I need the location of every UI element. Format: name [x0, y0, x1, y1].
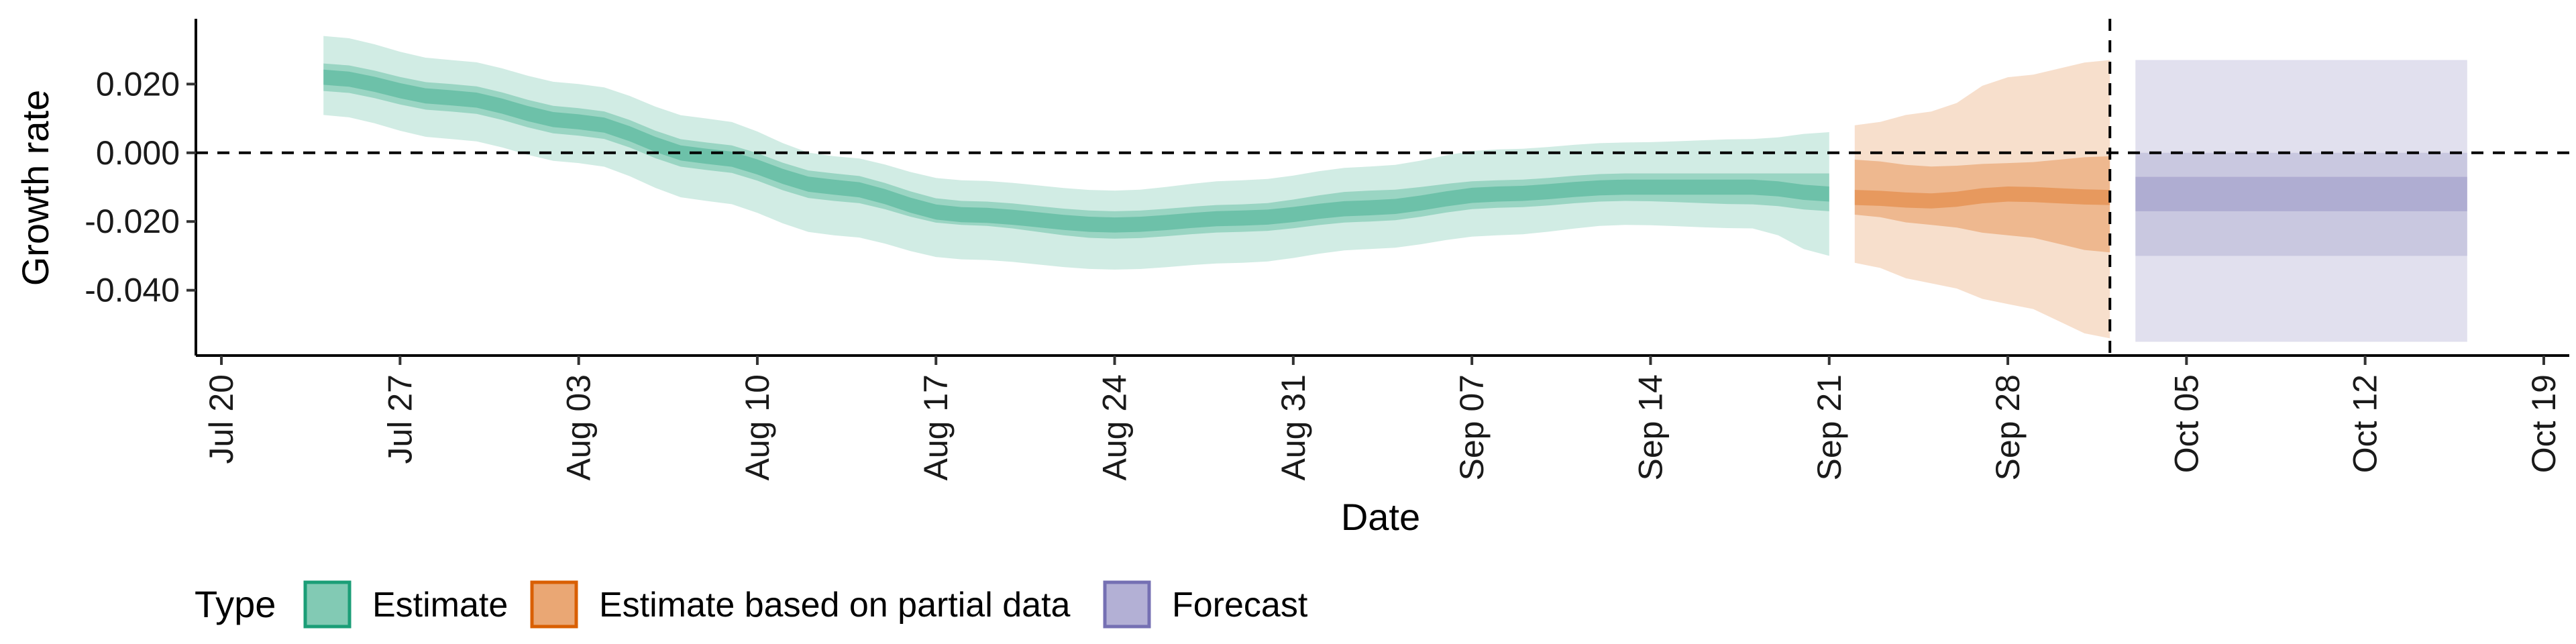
- legend-key-estimate: [303, 580, 352, 629]
- estimate-median-band: [323, 69, 1829, 233]
- legend-label-forecast: Forecast: [1172, 586, 1308, 625]
- x-tick-label: Oct 05: [2167, 374, 2205, 473]
- y-tick-label: -0.020: [85, 203, 180, 240]
- axes: 0.020 0.000 -0.020 -0.040 Jul 20 Jul 27 Aug 03…: [85, 19, 2569, 480]
- y-tick-label: 0.000: [96, 134, 180, 172]
- legend-label-estimate: Estimate: [372, 586, 508, 625]
- x-tick-label: Sep 28: [1989, 374, 2027, 480]
- x-tick-label: Aug 17: [917, 374, 955, 480]
- legend-label-estimate-based-on-partial-data: Estimate based on partial data: [599, 586, 1071, 625]
- x-tick-label: Jul 27: [381, 374, 419, 464]
- legend-key-forecast: [1103, 580, 1151, 629]
- x-tick-label: Aug 24: [1096, 374, 1134, 480]
- estimate-based-on-partial-data-band-90: [1854, 60, 2110, 339]
- x-tick-label: Aug 10: [739, 374, 776, 480]
- x-tick-label: Aug 03: [560, 374, 598, 480]
- x-tick-label: Sep 21: [1811, 374, 1848, 480]
- x-tick-label: Sep 07: [1453, 374, 1491, 480]
- legend-key-estimate-based-on-partial-data: [530, 580, 578, 629]
- y-axis-title: Growth rate: [14, 90, 56, 286]
- estimate-band-90: [323, 36, 1829, 270]
- estimate-based-on-partial-data-median-band: [1854, 186, 2110, 209]
- estimate-band-50: [323, 63, 1829, 239]
- plot-area: [196, 19, 2569, 356]
- x-tick-label: Sep 14: [1631, 374, 1669, 480]
- y-tick-label: 0.020: [96, 65, 180, 103]
- legend: Type Estimate Estimate based on partial d…: [195, 580, 1308, 629]
- x-tick-label: Oct 19: [2525, 374, 2563, 473]
- x-tick-label: Aug 31: [1275, 374, 1312, 480]
- estimate-based-on-partial-data-band-50: [1854, 156, 2110, 253]
- x-tick-label: Jul 20: [203, 374, 240, 464]
- legend-title: Type: [195, 583, 276, 625]
- y-tick-label: -0.040: [85, 272, 180, 309]
- forecast-band-90: [2135, 60, 2467, 342]
- x-tick-label: Oct 12: [2347, 374, 2384, 473]
- forecast-band-20: [2135, 176, 2467, 211]
- forecast-band-50: [2135, 152, 2467, 256]
- x-axis-title: Date: [1341, 496, 1420, 538]
